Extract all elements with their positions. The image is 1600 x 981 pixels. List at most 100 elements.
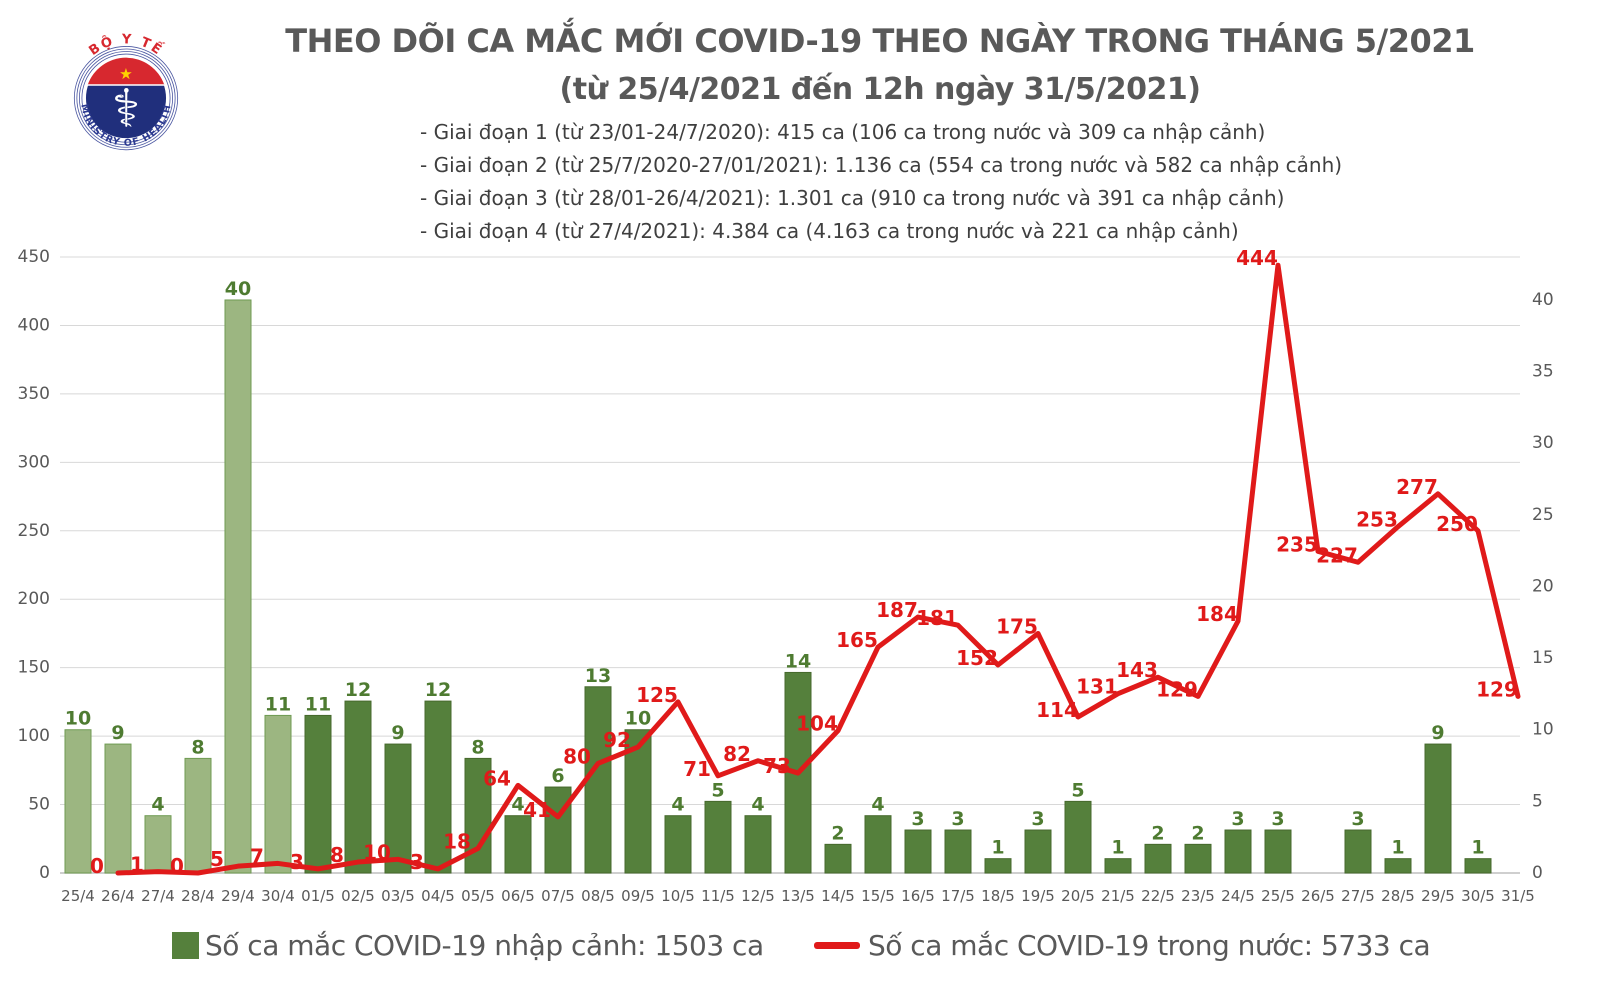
domestic-cases-swatch-icon xyxy=(814,941,860,949)
domestic-cases-point-label: 253 xyxy=(1356,508,1398,532)
x-axis-tick-label: 25/5 xyxy=(1261,887,1295,905)
domestic-cases-point-label: 18 xyxy=(443,829,471,853)
imported-cases-bar xyxy=(744,815,772,874)
x-axis-tick-label: 29/4 xyxy=(221,887,255,905)
imported-cases-bar xyxy=(1184,843,1212,874)
x-axis-tick-label: 20/5 xyxy=(1061,887,1095,905)
left-axis-tick-label: 100 xyxy=(18,726,50,746)
x-axis-tick-label: 13/5 xyxy=(781,887,815,905)
left-axis-tick-label: 0 xyxy=(39,863,50,883)
x-axis-tick-label: 31/5 xyxy=(1501,887,1535,905)
legend-label-domestic-cases: Số ca mắc COVID-19 trong nước: 5733 ca xyxy=(868,928,1431,962)
domestic-cases-point-label: 10 xyxy=(363,840,391,864)
imported-cases-bar xyxy=(624,729,652,874)
imported-cases-bar xyxy=(104,743,132,874)
imported-cases-bar xyxy=(704,800,732,874)
imported-cases-bar-label: 14 xyxy=(785,650,811,672)
domestic-cases-point-label: 41 xyxy=(523,798,551,822)
imported-cases-bar xyxy=(1104,858,1132,874)
domestic-cases-point-label: 444 xyxy=(1236,246,1278,270)
domestic-cases-point-label: 152 xyxy=(956,646,998,670)
imported-cases-bar xyxy=(664,815,692,874)
imported-cases-bar-label: 3 xyxy=(1031,808,1044,830)
domestic-cases-point-label: 82 xyxy=(723,742,751,766)
imported-cases-bar-label: 11 xyxy=(265,693,291,715)
x-axis-tick-label: 05/5 xyxy=(461,887,495,905)
imported-cases-bar xyxy=(424,700,452,874)
left-axis-tick-label: 450 xyxy=(18,247,50,267)
imported-cases-bar-label: 40 xyxy=(225,278,251,300)
star-icon: ★ xyxy=(119,65,133,83)
imported-cases-bar-label: 2 xyxy=(1191,822,1204,844)
domestic-cases-point-label: 1 xyxy=(130,853,144,877)
x-axis-tick-label: 29/5 xyxy=(1421,887,1455,905)
staff-of-aesculapius-icon: ⚕ xyxy=(112,79,141,140)
x-axis-tick-label: 28/5 xyxy=(1381,887,1415,905)
domestic-cases-point-label: 0 xyxy=(170,854,184,878)
domestic-cases-point-label: 3 xyxy=(290,850,304,874)
domestic-cases-point-label: 114 xyxy=(1036,698,1078,722)
imported-cases-bar-label: 4 xyxy=(151,794,164,816)
imported-cases-bar-label: 3 xyxy=(911,808,924,830)
chart-title: THEO DÕI CA MẮC MỚI COVID-19 THEO NGÀY T… xyxy=(285,22,1475,60)
domestic-cases-point-label: 104 xyxy=(796,712,838,736)
right-axis-tick-label: 20 xyxy=(1532,576,1554,596)
domestic-cases-point-label: 5 xyxy=(210,847,224,871)
imported-cases-bar xyxy=(944,829,972,874)
x-axis-tick-label: 08/5 xyxy=(581,887,615,905)
imported-cases-bar-label: 1 xyxy=(1391,837,1404,859)
stage-annotations: - Giai đoạn 1 (từ 23/01-24/7/2020): 415 … xyxy=(420,116,1480,248)
imported-cases-bar xyxy=(1424,743,1452,874)
domestic-cases-point-label: 92 xyxy=(603,728,631,752)
x-axis-tick-label: 30/5 xyxy=(1461,887,1495,905)
imported-cases-bar-label: 9 xyxy=(391,722,404,744)
x-axis-tick-label: 01/5 xyxy=(301,887,335,905)
imported-cases-bar xyxy=(584,686,612,874)
x-axis-tick-label: 15/5 xyxy=(861,887,895,905)
right-axis-tick-label: 25 xyxy=(1532,505,1554,525)
imported-cases-bar xyxy=(1144,843,1172,874)
imported-cases-bar-label: 10 xyxy=(625,708,651,730)
imported-cases-bar-label: 4 xyxy=(511,794,524,816)
chart-legend: Số ca mắc COVID-19 nhập cảnh: 1503 ca Số… xyxy=(0,922,1600,968)
imported-cases-bar-label: 1 xyxy=(1471,837,1484,859)
domestic-cases-point-label: 227 xyxy=(1316,543,1358,567)
imported-cases-bar-label: 3 xyxy=(1231,808,1244,830)
right-axis-tick-label: 10 xyxy=(1532,720,1554,740)
right-axis-tick-label: 5 xyxy=(1532,791,1543,811)
x-axis-tick-label: 09/5 xyxy=(621,887,655,905)
imported-cases-bar xyxy=(1264,829,1292,874)
domestic-cases-point-label: 80 xyxy=(563,744,591,768)
imported-cases-bar xyxy=(864,815,892,874)
domestic-cases-point-label: 250 xyxy=(1436,512,1478,536)
imported-cases-bar-label: 3 xyxy=(951,808,964,830)
domestic-cases-point-label: 129 xyxy=(1476,677,1518,701)
imported-cases-bar-label: 8 xyxy=(471,736,484,758)
x-axis-tick-label: 06/5 xyxy=(501,887,535,905)
imported-cases-bar-label: 12 xyxy=(425,679,451,701)
x-axis-tick-label: 11/5 xyxy=(701,887,735,905)
x-axis-tick-label: 27/5 xyxy=(1341,887,1375,905)
imported-cases-bar-label: 1 xyxy=(1111,837,1124,859)
domestic-cases-point-label: 8 xyxy=(330,843,344,867)
imported-cases-bar-label: 6 xyxy=(551,765,564,787)
x-axis-tick-label: 26/5 xyxy=(1301,887,1335,905)
imported-cases-bar xyxy=(264,714,292,874)
left-axis-tick-label: 350 xyxy=(18,384,50,404)
imported-cases-bar-label: 10 xyxy=(65,708,91,730)
stage-2-note: - Giai đoạn 2 (từ 25/7/2020-27/01/2021):… xyxy=(420,153,1343,177)
domestic-cases-point-label: 73 xyxy=(763,754,791,778)
imported-cases-swatch-icon xyxy=(172,931,199,959)
imported-cases-bar-label: 4 xyxy=(751,794,764,816)
right-axis-tick-label: 30 xyxy=(1532,433,1554,453)
domestic-cases-point-label: 129 xyxy=(1156,677,1198,701)
domestic-cases-line xyxy=(115,262,1521,876)
domestic-cases-point-label: 0 xyxy=(90,854,104,878)
right-axis-tick-label: 15 xyxy=(1532,648,1554,668)
imported-cases-bar-label: 4 xyxy=(871,794,884,816)
imported-cases-bar xyxy=(144,815,172,874)
imported-cases-bar xyxy=(1464,858,1492,874)
x-axis-tick-label: 10/5 xyxy=(661,887,695,905)
x-axis-tick-label: 26/4 xyxy=(101,887,135,905)
